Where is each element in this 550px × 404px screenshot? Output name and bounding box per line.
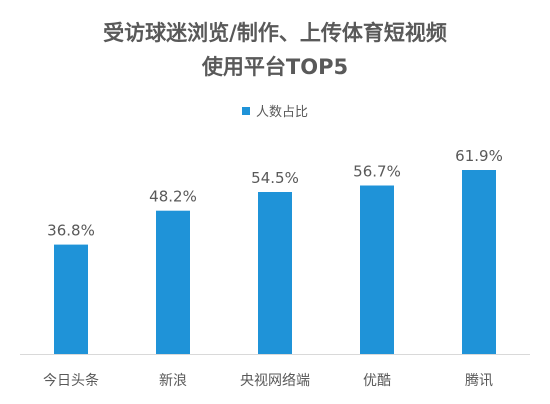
legend-label: 人数占比: [255, 105, 308, 120]
category-label-2: 央视网络端: [240, 373, 310, 389]
bar-value-label-3: 56.7%: [353, 163, 401, 181]
bar-4: [462, 170, 496, 354]
bar-value-label-2: 54.5%: [251, 169, 299, 187]
bar-value-label-1: 48.2%: [149, 188, 197, 206]
bar-2: [258, 192, 292, 354]
legend-swatch: [241, 107, 250, 115]
chart-legend: 人数占比: [0, 104, 550, 122]
chart-title-line-1: 受访球迷浏览/制作、上传体育短视频: [103, 21, 447, 45]
bar-value-label-4: 61.9%: [455, 147, 503, 165]
chart-title-line-2: 使用平台TOP5: [201, 55, 349, 79]
bar-0: [54, 244, 88, 354]
category-label-1: 新浪: [159, 373, 187, 389]
bar-value-label-0: 36.8%: [47, 222, 95, 240]
category-label-3: 优酷: [363, 373, 391, 389]
bar-1: [156, 210, 190, 354]
category-label-0: 今日头条: [43, 372, 99, 389]
chart-title: 受访球迷浏览/制作、上传体育短视频 使用平台TOP5: [0, 16, 550, 84]
bar-3: [360, 185, 394, 354]
category-label-4: 腾讯: [465, 372, 493, 389]
